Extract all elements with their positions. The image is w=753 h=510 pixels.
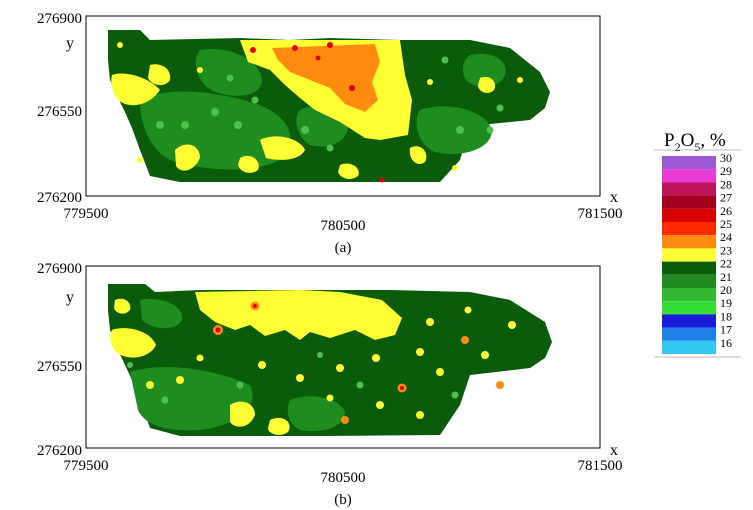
panel-b-map (108, 284, 552, 436)
y-axis-label: y (66, 35, 74, 52)
panel-a-caption: (a) (335, 240, 352, 256)
y-tick-276900: 276900 (37, 11, 82, 27)
legend-swatch-16 (662, 340, 716, 354)
panel-b-caption: (b) (334, 492, 352, 508)
y-tick-276200: 276200 (37, 190, 82, 206)
legend-label-18: 18 (720, 309, 732, 323)
legend-swatch-27 (662, 195, 716, 209)
legend-swatch-29 (662, 169, 716, 183)
panel-b-x-axis: 779500 780500 781500 x (64, 442, 623, 486)
legend-label-24: 24 (720, 230, 732, 244)
legend-label-30: 30 (720, 151, 732, 165)
legend-title: P2O5, % (664, 130, 726, 154)
legend-label-17: 17 (720, 323, 732, 337)
legend-swatch-25 (662, 222, 716, 236)
x-tick-781500: 781500 (578, 458, 623, 474)
legend-swatch-26 (662, 208, 716, 222)
legend-swatch-19 (662, 301, 716, 315)
legend-label-27: 27 (720, 191, 732, 205)
panel-b: 276900 276550 276200 y 779500 780500 781… (37, 261, 623, 508)
legend-swatch-20 (662, 288, 716, 302)
x-tick-781500: 781500 (578, 206, 623, 222)
legend-label-20: 20 (720, 283, 732, 297)
y-tick-276550: 276550 (37, 104, 82, 120)
panel-a: 276900 276550 276200 y 779500 780500 781… (37, 11, 623, 256)
panel-a-x-axis: 779500 780500 781500 x (64, 189, 623, 234)
legend-swatch-18 (662, 314, 716, 328)
y-tick-276200: 276200 (37, 443, 82, 459)
legend-label-26: 26 (720, 204, 732, 218)
legend-label-19: 19 (720, 296, 732, 310)
x-tick-780500: 780500 (321, 470, 366, 486)
panel-a-map (108, 30, 550, 183)
x-axis-label: x (610, 442, 618, 459)
legend-label-28: 28 (720, 177, 732, 191)
legend-swatch-17 (662, 327, 716, 341)
legend-swatch-22 (662, 261, 716, 275)
legend-label-22: 22 (720, 257, 732, 271)
legend-swatch-30 (662, 156, 716, 170)
x-axis-label: x (610, 189, 618, 206)
y-tick-276550: 276550 (37, 359, 82, 375)
legend-label-16: 16 (720, 336, 732, 350)
legend-label-21: 21 (720, 270, 732, 284)
legend-label-23: 23 (720, 243, 732, 257)
legend-label-25: 25 (720, 217, 732, 231)
panel-a-y-axis: 276900 276550 276200 y (37, 11, 82, 206)
legend-swatch-24 (662, 235, 716, 249)
y-tick-276900: 276900 (37, 261, 82, 277)
legend-swatch-23 (662, 248, 716, 262)
legend-swatch-28 (662, 182, 716, 196)
legend-swatch-21 (662, 274, 716, 288)
legend-label-29: 29 (720, 164, 732, 178)
x-tick-780500: 780500 (321, 218, 366, 234)
panel-b-y-axis: 276900 276550 276200 y (37, 261, 82, 459)
x-tick-779500: 779500 (64, 458, 109, 474)
x-tick-779500: 779500 (64, 206, 109, 222)
y-axis-label: y (66, 289, 74, 306)
